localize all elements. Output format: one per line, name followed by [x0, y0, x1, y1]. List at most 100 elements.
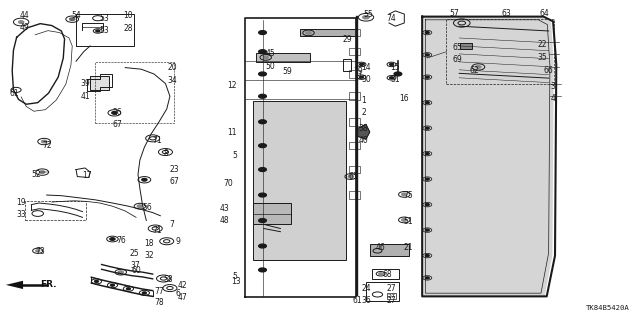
- Circle shape: [426, 76, 429, 78]
- Text: 72: 72: [42, 141, 51, 150]
- Circle shape: [143, 292, 147, 294]
- Text: 61: 61: [348, 172, 358, 181]
- Circle shape: [390, 77, 394, 79]
- Circle shape: [259, 219, 266, 222]
- Bar: [366, 282, 399, 301]
- Text: 31: 31: [390, 75, 400, 84]
- Text: 71: 71: [152, 226, 162, 235]
- Circle shape: [426, 229, 429, 231]
- Text: 59: 59: [282, 67, 292, 76]
- Bar: [256, 53, 310, 62]
- Text: 10: 10: [124, 11, 133, 20]
- Text: 18: 18: [144, 239, 154, 248]
- Text: 14: 14: [361, 63, 371, 72]
- Circle shape: [118, 271, 124, 273]
- Text: 2: 2: [361, 108, 366, 117]
- Text: 36: 36: [361, 296, 371, 305]
- Text: 44: 44: [20, 11, 30, 20]
- Polygon shape: [424, 17, 554, 296]
- Text: 41: 41: [80, 92, 90, 101]
- Bar: [300, 29, 356, 36]
- Text: 63: 63: [502, 9, 511, 18]
- Circle shape: [259, 268, 266, 272]
- Text: 42: 42: [178, 281, 188, 290]
- Circle shape: [259, 31, 266, 35]
- Polygon shape: [6, 281, 23, 289]
- Text: 67: 67: [170, 177, 179, 186]
- Circle shape: [36, 250, 40, 252]
- Text: 40: 40: [358, 136, 368, 145]
- Text: 53: 53: [99, 27, 109, 36]
- Text: 67: 67: [112, 120, 122, 130]
- Circle shape: [259, 120, 266, 124]
- Circle shape: [426, 178, 429, 180]
- Text: 77: 77: [154, 287, 164, 296]
- Text: 76: 76: [116, 236, 125, 245]
- Text: 66: 66: [544, 66, 554, 75]
- Text: 39: 39: [80, 79, 90, 88]
- Circle shape: [476, 66, 481, 68]
- Text: 38: 38: [358, 124, 368, 133]
- Text: 78: 78: [154, 298, 164, 307]
- Text: 35: 35: [538, 53, 547, 62]
- Text: FR.: FR.: [40, 280, 57, 289]
- Text: 25: 25: [130, 250, 140, 259]
- Text: 46: 46: [376, 243, 385, 252]
- Bar: [349, 166, 360, 173]
- Text: 74: 74: [387, 14, 396, 23]
- Text: 4: 4: [550, 94, 556, 103]
- Circle shape: [110, 238, 115, 240]
- Text: 75: 75: [403, 191, 413, 200]
- Text: 12: 12: [227, 81, 237, 90]
- Bar: [253, 101, 346, 260]
- Bar: [461, 44, 472, 49]
- Circle shape: [111, 284, 115, 286]
- Text: 27: 27: [387, 296, 396, 305]
- Bar: [349, 142, 360, 149]
- Text: TK84B5420A: TK84B5420A: [586, 305, 630, 311]
- Text: 45: 45: [266, 49, 275, 58]
- Text: 34: 34: [167, 76, 177, 85]
- Circle shape: [259, 193, 266, 197]
- Text: 65: 65: [452, 43, 462, 52]
- Text: 71: 71: [152, 136, 162, 145]
- Circle shape: [96, 30, 100, 32]
- Text: 53: 53: [99, 14, 109, 23]
- Text: 26: 26: [112, 108, 122, 117]
- Circle shape: [426, 277, 429, 279]
- Circle shape: [259, 72, 266, 76]
- Text: 6: 6: [176, 289, 180, 298]
- Text: 5: 5: [232, 151, 237, 160]
- Text: 33: 33: [16, 210, 26, 219]
- Text: 22: 22: [538, 40, 547, 49]
- Circle shape: [259, 244, 266, 248]
- Text: 28: 28: [124, 24, 133, 33]
- Text: 30: 30: [361, 75, 371, 84]
- Text: 58: 58: [163, 275, 173, 284]
- Text: 60: 60: [131, 266, 141, 276]
- Text: 47: 47: [178, 292, 188, 301]
- Bar: [253, 203, 291, 224]
- Circle shape: [70, 18, 75, 20]
- Circle shape: [19, 21, 24, 23]
- Circle shape: [142, 179, 147, 181]
- Bar: [343, 59, 351, 71]
- Bar: [370, 244, 410, 256]
- Bar: [90, 76, 109, 90]
- Bar: [349, 48, 360, 55]
- Circle shape: [259, 144, 266, 148]
- Circle shape: [426, 255, 429, 257]
- Circle shape: [402, 219, 407, 221]
- Text: 69: 69: [452, 55, 462, 64]
- Text: 51: 51: [403, 217, 413, 226]
- Bar: [372, 269, 399, 278]
- Text: 15: 15: [390, 63, 400, 72]
- Text: 68: 68: [382, 269, 392, 279]
- Circle shape: [426, 204, 429, 205]
- Circle shape: [95, 280, 99, 282]
- Text: 21: 21: [403, 243, 413, 252]
- Bar: [349, 70, 360, 78]
- Circle shape: [426, 153, 429, 155]
- Circle shape: [379, 273, 383, 275]
- Text: 27: 27: [387, 284, 396, 292]
